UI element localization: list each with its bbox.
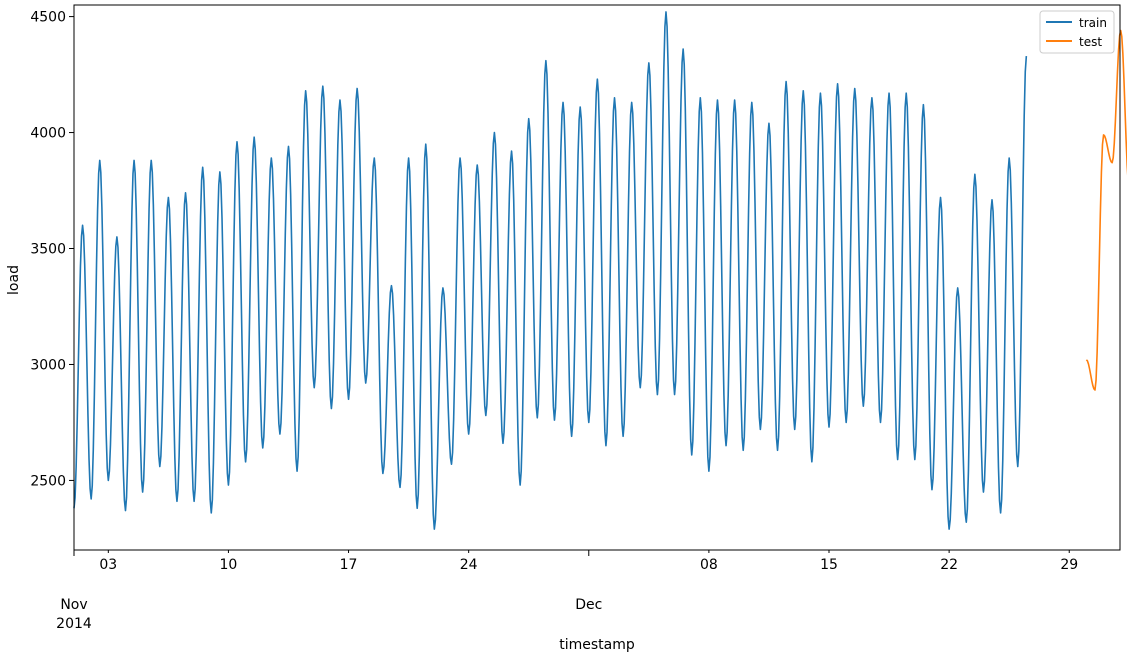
x-tick-label: 15 (820, 557, 838, 573)
legend-label-test: test (1079, 35, 1102, 49)
legend-label-train: train (1079, 16, 1107, 30)
y-axis: 2500 3000 3500 4000 4500 (30, 10, 74, 489)
x-year-label: 2014 (56, 616, 92, 632)
x-axis-label: timestamp (559, 637, 635, 653)
y-tick-label: 3000 (30, 357, 66, 373)
x-axis: 03 10 17 24 08 15 22 29 Nov 2014 Dec (56, 550, 1078, 632)
y-tick-label: 4000 (30, 126, 66, 142)
legend: train test (1039, 10, 1115, 54)
x-tick-label: 08 (700, 557, 718, 573)
x-month-label: Nov (60, 597, 87, 613)
axes-frame (73, 4, 1121, 551)
y-axis-label: load (6, 265, 22, 295)
y-tick-label: 4500 (30, 10, 66, 26)
y-tick-label: 3500 (30, 242, 66, 258)
x-tick-label: 24 (460, 557, 478, 573)
x-tick-label: 22 (940, 557, 958, 573)
series-layer (73, 11, 1127, 530)
x-tick-label: 29 (1060, 557, 1078, 573)
x-month-label: Dec (575, 597, 602, 613)
x-tick-label: 10 (220, 557, 238, 573)
series-line-test (1085, 29, 1127, 391)
x-tick-label: 17 (340, 557, 358, 573)
x-tick-label: 03 (99, 557, 117, 573)
series-line-train (73, 11, 1028, 530)
y-tick-label: 2500 (30, 473, 66, 489)
